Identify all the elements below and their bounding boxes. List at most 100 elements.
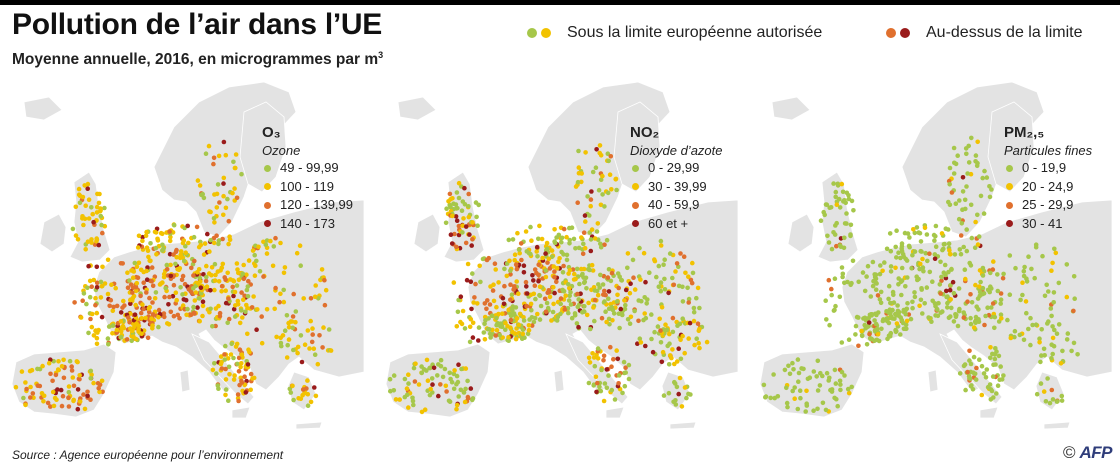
station-dot: [531, 291, 537, 297]
station-dot: [868, 312, 874, 317]
station-dot: [454, 190, 460, 195]
land-shape: [23, 96, 63, 121]
station-dot: [520, 331, 526, 337]
station-dot: [818, 218, 824, 223]
station-dot: [691, 318, 697, 324]
station-dot: [321, 325, 326, 330]
station-dot: [951, 145, 957, 151]
station-dot: [920, 256, 925, 262]
station-dot: [899, 248, 905, 254]
station-dot: [566, 298, 572, 303]
station-dot: [124, 337, 130, 342]
station-dot: [70, 375, 76, 380]
station-dot: [189, 265, 194, 271]
station-dot: [424, 357, 430, 363]
station-dot: [606, 289, 612, 294]
station-dot: [638, 277, 643, 282]
station-dot: [982, 322, 987, 328]
station-dot: [696, 340, 701, 346]
station-dot: [81, 222, 86, 228]
station-dot: [89, 284, 94, 289]
station-dot: [308, 318, 314, 324]
station-dot: [642, 311, 647, 316]
station-dot: [967, 376, 973, 382]
station-dot: [635, 341, 640, 347]
station-dot: [127, 319, 132, 325]
station-dot: [463, 240, 469, 246]
afp-logo: AFP: [1079, 443, 1113, 462]
station-dot: [94, 341, 100, 347]
station-dot: [249, 305, 255, 310]
station-dot: [1051, 343, 1057, 349]
station-dot: [1017, 332, 1023, 338]
station-dot: [1007, 253, 1013, 258]
station-dot: [896, 309, 902, 315]
station-dot: [605, 275, 611, 280]
station-dot: [89, 237, 94, 242]
station-dot: [514, 316, 520, 321]
station-dot: [973, 377, 979, 382]
class-label: 25 - 29,9: [1022, 197, 1074, 212]
map-panel-o3: O₃ Ozone 49 - 99,99 100 - 119 120 - 139,…: [4, 72, 369, 440]
station-dot: [604, 367, 610, 372]
station-dot: [822, 212, 827, 218]
station-dot: [1060, 348, 1065, 354]
station-dot: [694, 295, 699, 301]
station-dot: [617, 325, 622, 331]
station-dot: [146, 306, 152, 311]
station-dot: [282, 265, 288, 270]
station-dot: [411, 365, 417, 371]
station-dot: [568, 289, 573, 295]
station-dot: [590, 351, 595, 356]
station-dot: [978, 279, 983, 285]
station-dot: [899, 278, 905, 283]
station-dot: [186, 287, 192, 292]
station-dot: [849, 280, 854, 286]
station-dot: [506, 338, 511, 344]
station-dot: [637, 336, 643, 342]
station-dot: [662, 276, 667, 282]
station-dot: [146, 254, 151, 260]
station-dot: [586, 380, 592, 386]
station-dot: [28, 384, 33, 390]
station-dot: [310, 326, 315, 331]
station-dot: [469, 243, 474, 248]
station-dot: [957, 371, 963, 376]
station-dot: [195, 305, 200, 310]
station-dot: [655, 324, 661, 329]
station-dot: [837, 243, 843, 248]
station-dot: [202, 241, 208, 246]
top-rule: [0, 0, 1120, 5]
station-dot: [567, 293, 572, 299]
station-dot: [645, 297, 650, 302]
station-dot: [896, 282, 901, 287]
station-dot: [671, 282, 677, 288]
station-dot: [88, 397, 93, 403]
station-dot: [837, 294, 843, 300]
station-dot: [291, 347, 296, 353]
legend-below-label: Sous la limite européenne autorisée: [567, 24, 823, 41]
station-dot: [128, 301, 133, 306]
station-dot: [890, 316, 895, 321]
station-dot: [912, 230, 918, 236]
station-dot: [94, 264, 100, 270]
station-dot: [465, 378, 470, 384]
station-dot: [929, 319, 934, 324]
station-dot: [23, 402, 28, 408]
station-dot: [530, 273, 535, 278]
station-dot: [930, 298, 935, 304]
station-dot: [502, 266, 507, 272]
land-shape: [39, 213, 67, 253]
station-dot: [533, 296, 538, 302]
station-dot: [235, 361, 240, 367]
station-dot: [406, 372, 411, 378]
station-dot: [162, 294, 167, 300]
station-dot: [963, 387, 968, 393]
station-dot: [144, 268, 149, 274]
station-dot: [219, 283, 225, 289]
station-dot: [252, 273, 258, 278]
station-dot: [909, 266, 914, 271]
station-dot: [643, 343, 648, 349]
station-dot: [948, 252, 953, 257]
station-dot: [486, 327, 492, 332]
